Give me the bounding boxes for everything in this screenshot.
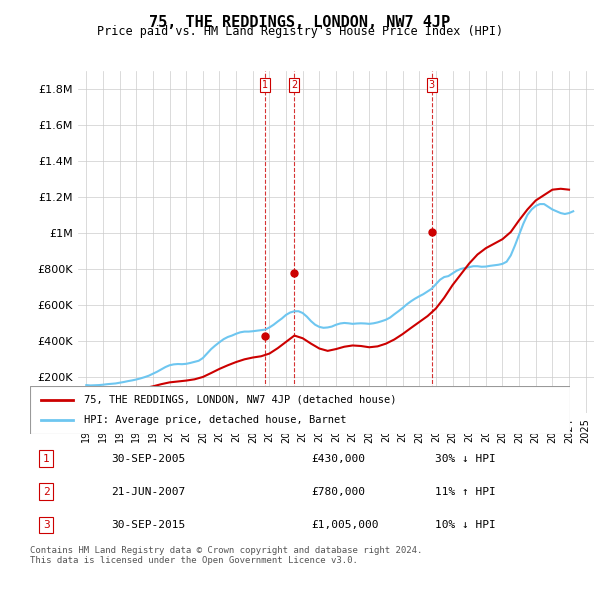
Text: 1: 1 — [43, 454, 50, 464]
Text: 1: 1 — [262, 80, 268, 90]
FancyBboxPatch shape — [30, 386, 570, 434]
Text: £780,000: £780,000 — [311, 487, 365, 497]
Text: 30% ↓ HPI: 30% ↓ HPI — [435, 454, 496, 464]
Text: 2: 2 — [43, 487, 50, 497]
Text: 30-SEP-2015: 30-SEP-2015 — [111, 520, 185, 530]
Text: £430,000: £430,000 — [311, 454, 365, 464]
Text: 75, THE REDDINGS, LONDON, NW7 4JP: 75, THE REDDINGS, LONDON, NW7 4JP — [149, 15, 451, 30]
Text: 30-SEP-2005: 30-SEP-2005 — [111, 454, 185, 464]
Text: Price paid vs. HM Land Registry's House Price Index (HPI): Price paid vs. HM Land Registry's House … — [97, 25, 503, 38]
Text: 75, THE REDDINGS, LONDON, NW7 4JP (detached house): 75, THE REDDINGS, LONDON, NW7 4JP (detac… — [84, 395, 397, 405]
Text: 2: 2 — [291, 80, 297, 90]
Text: 3: 3 — [43, 520, 50, 530]
Text: £1,005,000: £1,005,000 — [311, 520, 379, 530]
Text: 21-JUN-2007: 21-JUN-2007 — [111, 487, 185, 497]
Text: 11% ↑ HPI: 11% ↑ HPI — [435, 487, 496, 497]
Text: HPI: Average price, detached house, Barnet: HPI: Average price, detached house, Barn… — [84, 415, 347, 425]
Text: 10% ↓ HPI: 10% ↓ HPI — [435, 520, 496, 530]
Text: 3: 3 — [428, 80, 435, 90]
Text: Contains HM Land Registry data © Crown copyright and database right 2024.
This d: Contains HM Land Registry data © Crown c… — [30, 546, 422, 565]
